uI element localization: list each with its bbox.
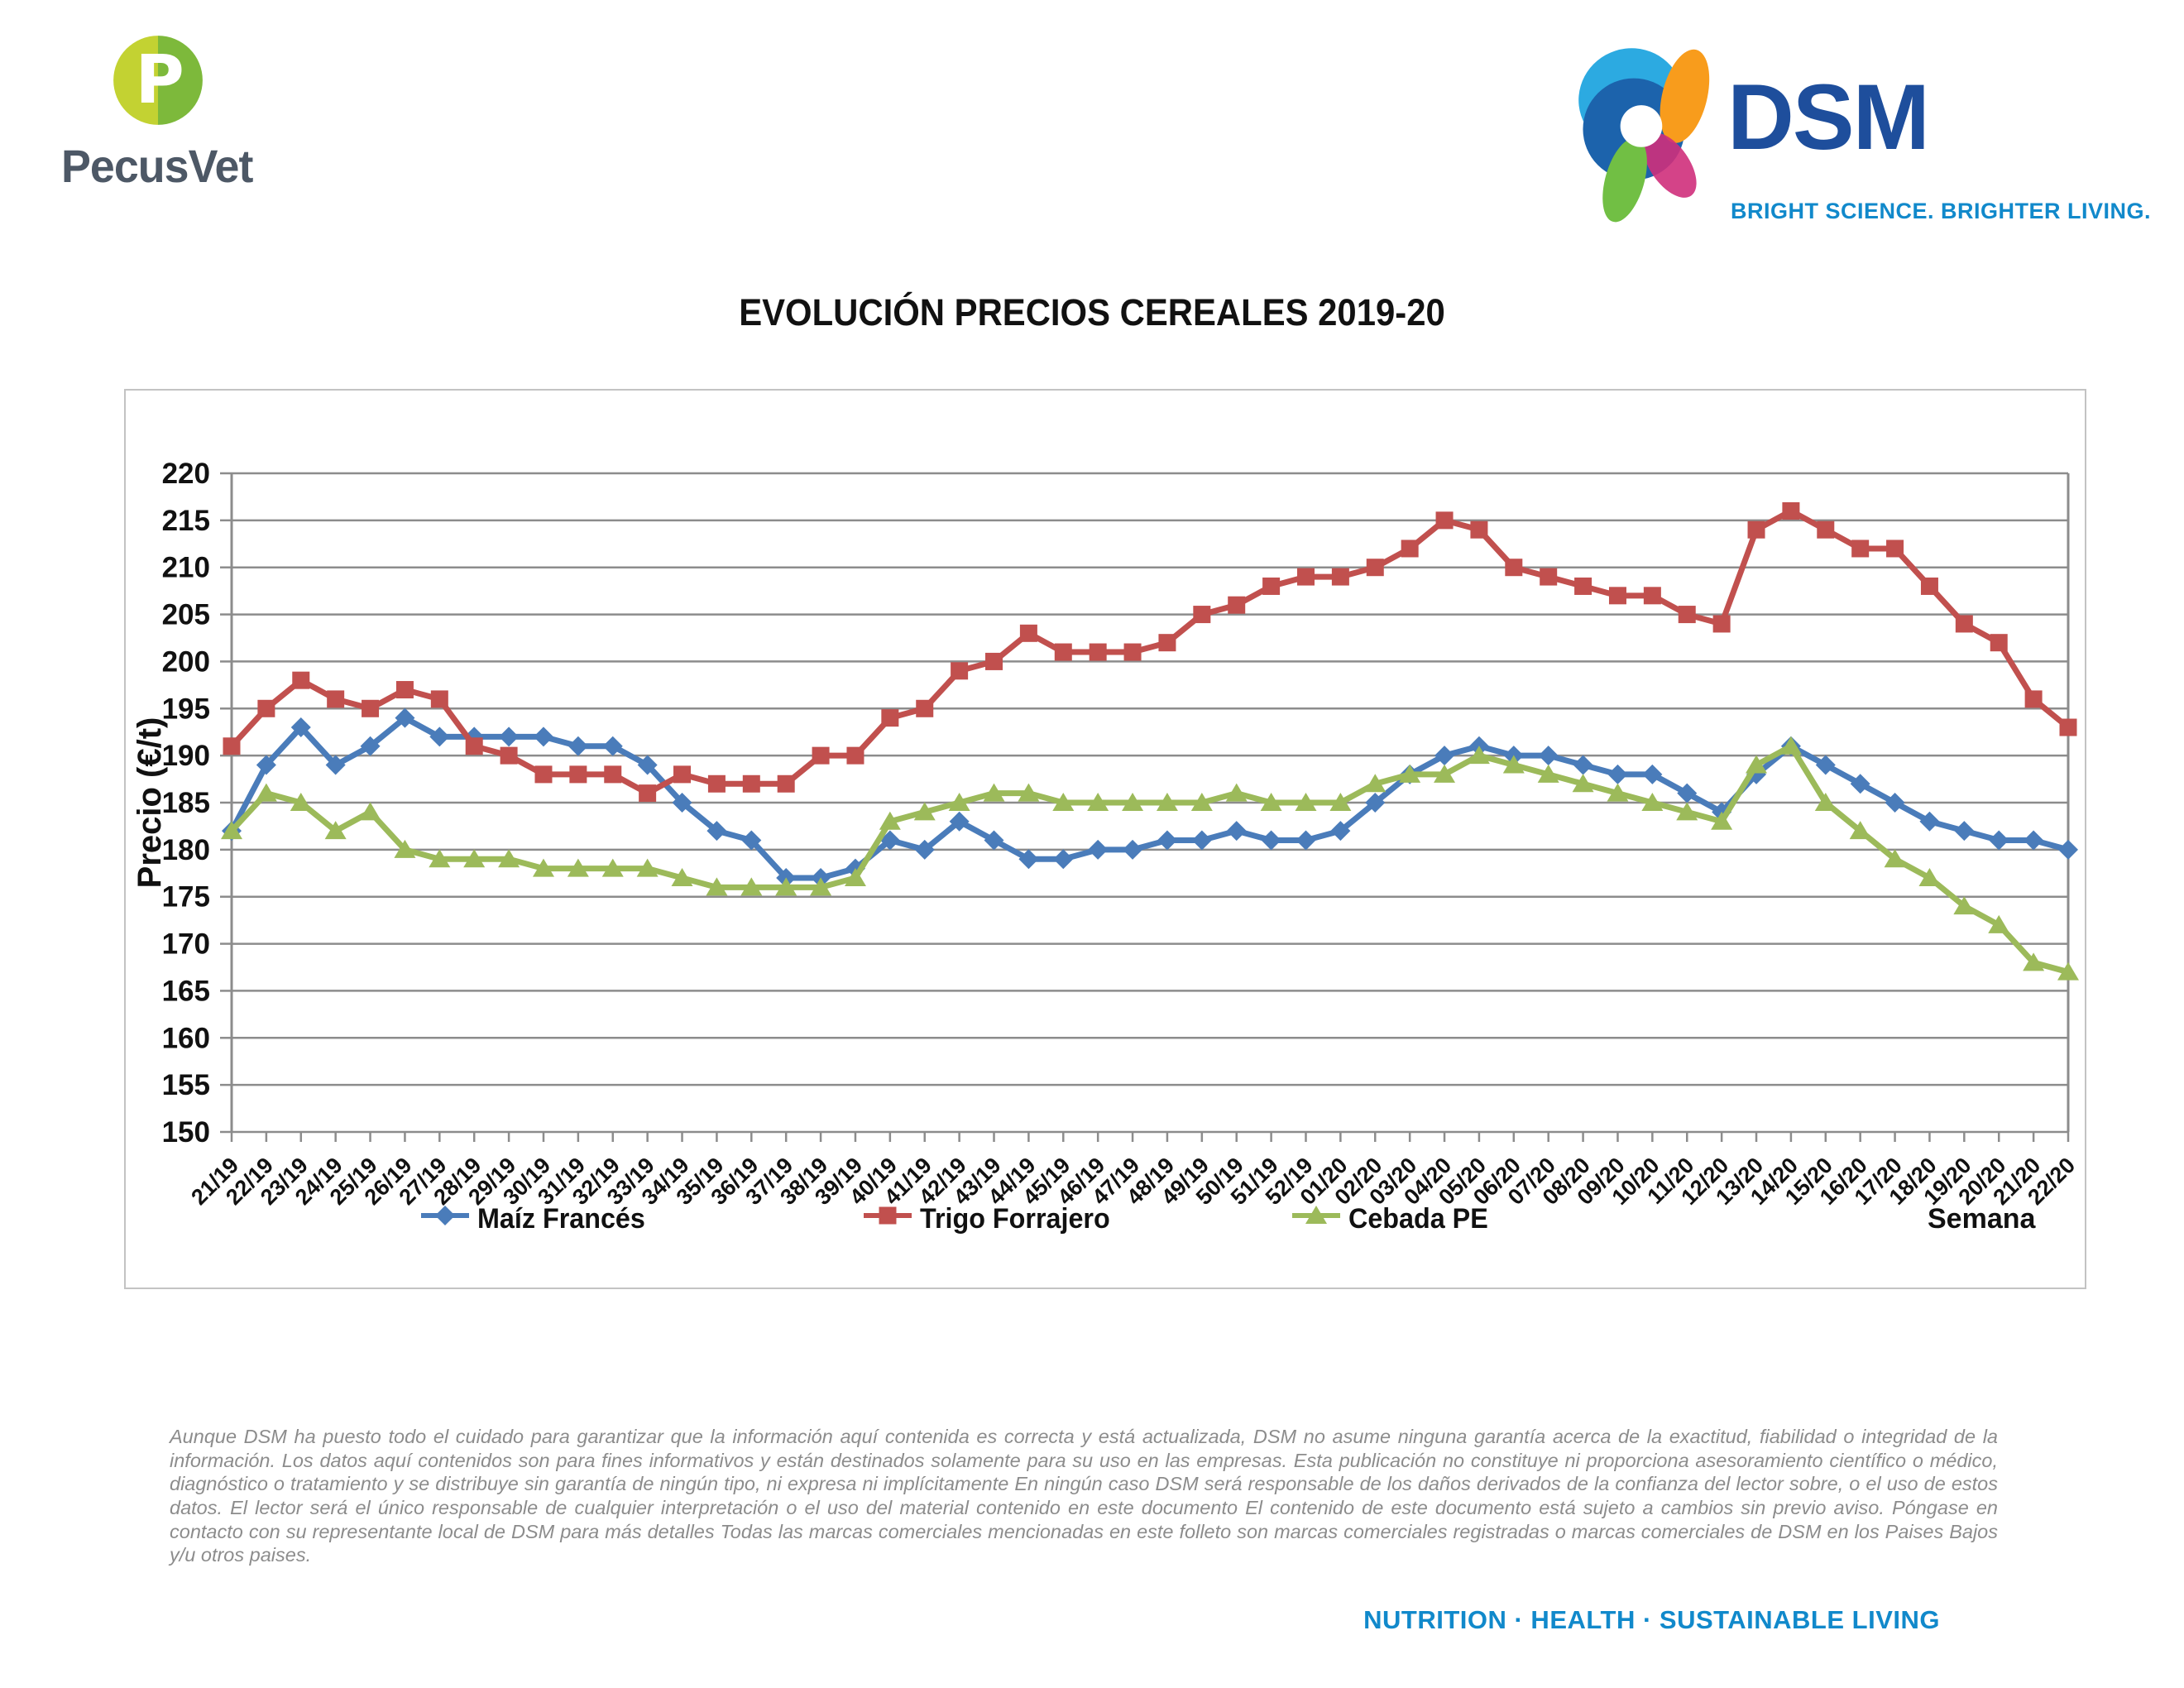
page-title: EVOLUCIÓN PRECIOS CEREALES 2019-20 [739, 291, 1445, 333]
legend-label: Cebada PE [1348, 1203, 1488, 1235]
legend-item-cebada-pe: Cebada PE [1291, 1203, 1496, 1235]
legend-label: Trigo Forrajero [920, 1203, 1110, 1235]
dsm-logo-swirl-icon [1578, 48, 1710, 223]
svg-text:165: 165 [162, 975, 210, 1007]
svg-text:160: 160 [162, 1022, 210, 1054]
svg-text:150: 150 [162, 1116, 210, 1149]
dsm-wordmark: DSM [1727, 65, 1930, 169]
svg-text:185: 185 [162, 787, 210, 819]
svg-text:220: 220 [162, 458, 210, 490]
svg-text:Precio (€/t): Precio (€/t) [132, 717, 168, 889]
svg-text:190: 190 [162, 740, 210, 772]
svg-text:155: 155 [162, 1069, 210, 1101]
trigo-forrajero-legend-marker-icon [862, 1203, 913, 1235]
svg-text:205: 205 [162, 599, 210, 631]
pecusvet-wordmark: PecusVet [61, 140, 253, 192]
legend-label: Maíz Francés [477, 1203, 645, 1235]
footer-tagline: NUTRITION · HEALTH · SUSTAINABLE LIVING [1363, 1605, 1940, 1634]
disclaimer-text: Aunque DSM ha puesto todo el cuidado par… [170, 1426, 1998, 1566]
maiz-frances-legend-marker-icon [419, 1203, 471, 1235]
pecusvet-logo-icon: P [113, 36, 203, 125]
svg-text:195: 195 [162, 693, 210, 725]
svg-text:180: 180 [162, 834, 210, 866]
legend-item-maiz-frances: Maíz Francés [419, 1203, 654, 1235]
x-axis-title: Semana [1928, 1203, 2036, 1235]
cebada-pe-legend-marker-icon [1291, 1203, 1342, 1235]
legend-item-trigo-forrajero: Trigo Forrajero [862, 1203, 1120, 1235]
svg-text:210: 210 [162, 552, 210, 584]
line-chart: 150 155 160 165 170 175 180 185 190 195 200 205 210 2… [132, 458, 2080, 1210]
chart-container: 150 155 160 165 170 175 180 185 190 195 200 205 210 2… [124, 389, 2086, 1289]
svg-text:175: 175 [162, 881, 210, 914]
svg-text:200: 200 [162, 645, 210, 678]
svg-text:215: 215 [162, 505, 210, 537]
dsm-tagline: BRIGHT SCIENCE. BRIGHTER LIVING. [1731, 199, 2152, 223]
svg-text:170: 170 [162, 928, 210, 961]
svg-text:P: P [135, 41, 184, 119]
